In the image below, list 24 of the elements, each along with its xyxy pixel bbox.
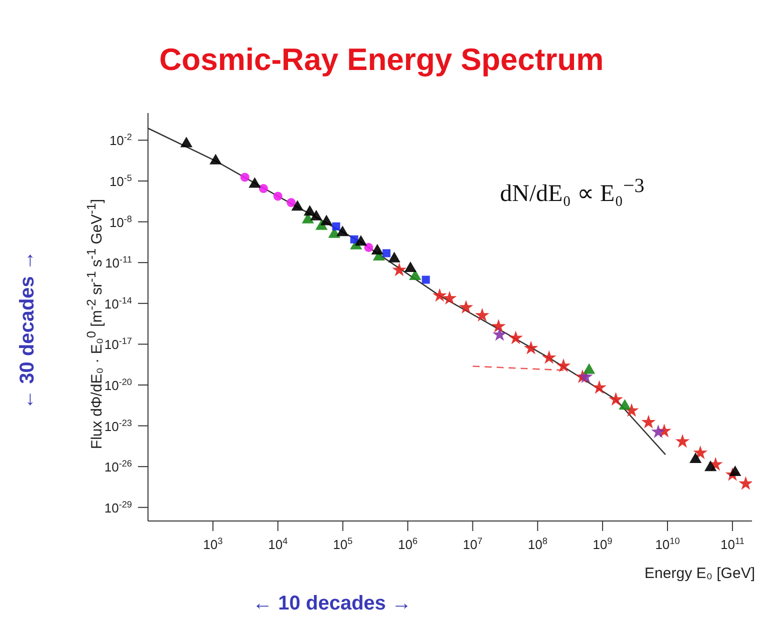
x-tick-label: 10$^{7}$ (462, 536, 482, 552)
text: ← 30 decades → (16, 250, 40, 410)
x-tick-label: 10$^{11}$ (720, 536, 744, 552)
x-tick-label: 10$^{3}$ (203, 536, 223, 552)
text: ← 10 decades → (252, 592, 412, 616)
x-axis-title: Energy E₀ [GeV] (644, 565, 755, 582)
y-tick-label: 10$^{-29}$ (104, 499, 132, 516)
chart-title: Cosmic-Ray Energy Spectrum (158, 42, 605, 78)
y-tick-label: 10$^{-11}$ (105, 254, 132, 271)
y-tick-label: 10$^{-26}$ (104, 458, 132, 475)
x-tick-label: 10$^{8}$ (528, 536, 548, 552)
y-tick-label: 10$^{-5}$ (109, 173, 132, 189)
y-tick-label: 10$^{-14}$ (104, 295, 132, 312)
y-tick-label: 10$^{-23}$ (104, 418, 132, 434)
annotation: dN/dE₀ ∝ E₀$^{−3}$ (500, 175, 644, 208)
x-tick-label: 10$^{6}$ (398, 536, 418, 552)
y-tick-label: 10$^{-2}$ (109, 132, 132, 148)
x-tick-label: 10$^{5}$ (333, 536, 353, 552)
x-tick-label: 10$^{10}$ (655, 536, 680, 552)
y-tick-label: 10$^{-8}$ (109, 214, 132, 230)
y-tick-label: 10$^{-17}$ (104, 336, 132, 352)
x-tick-label: 10$^{4}$ (268, 536, 288, 552)
x-tick-label: 10$^{9}$ (592, 536, 612, 552)
y-tick-label: 10$^{-20}$ (104, 377, 132, 393)
